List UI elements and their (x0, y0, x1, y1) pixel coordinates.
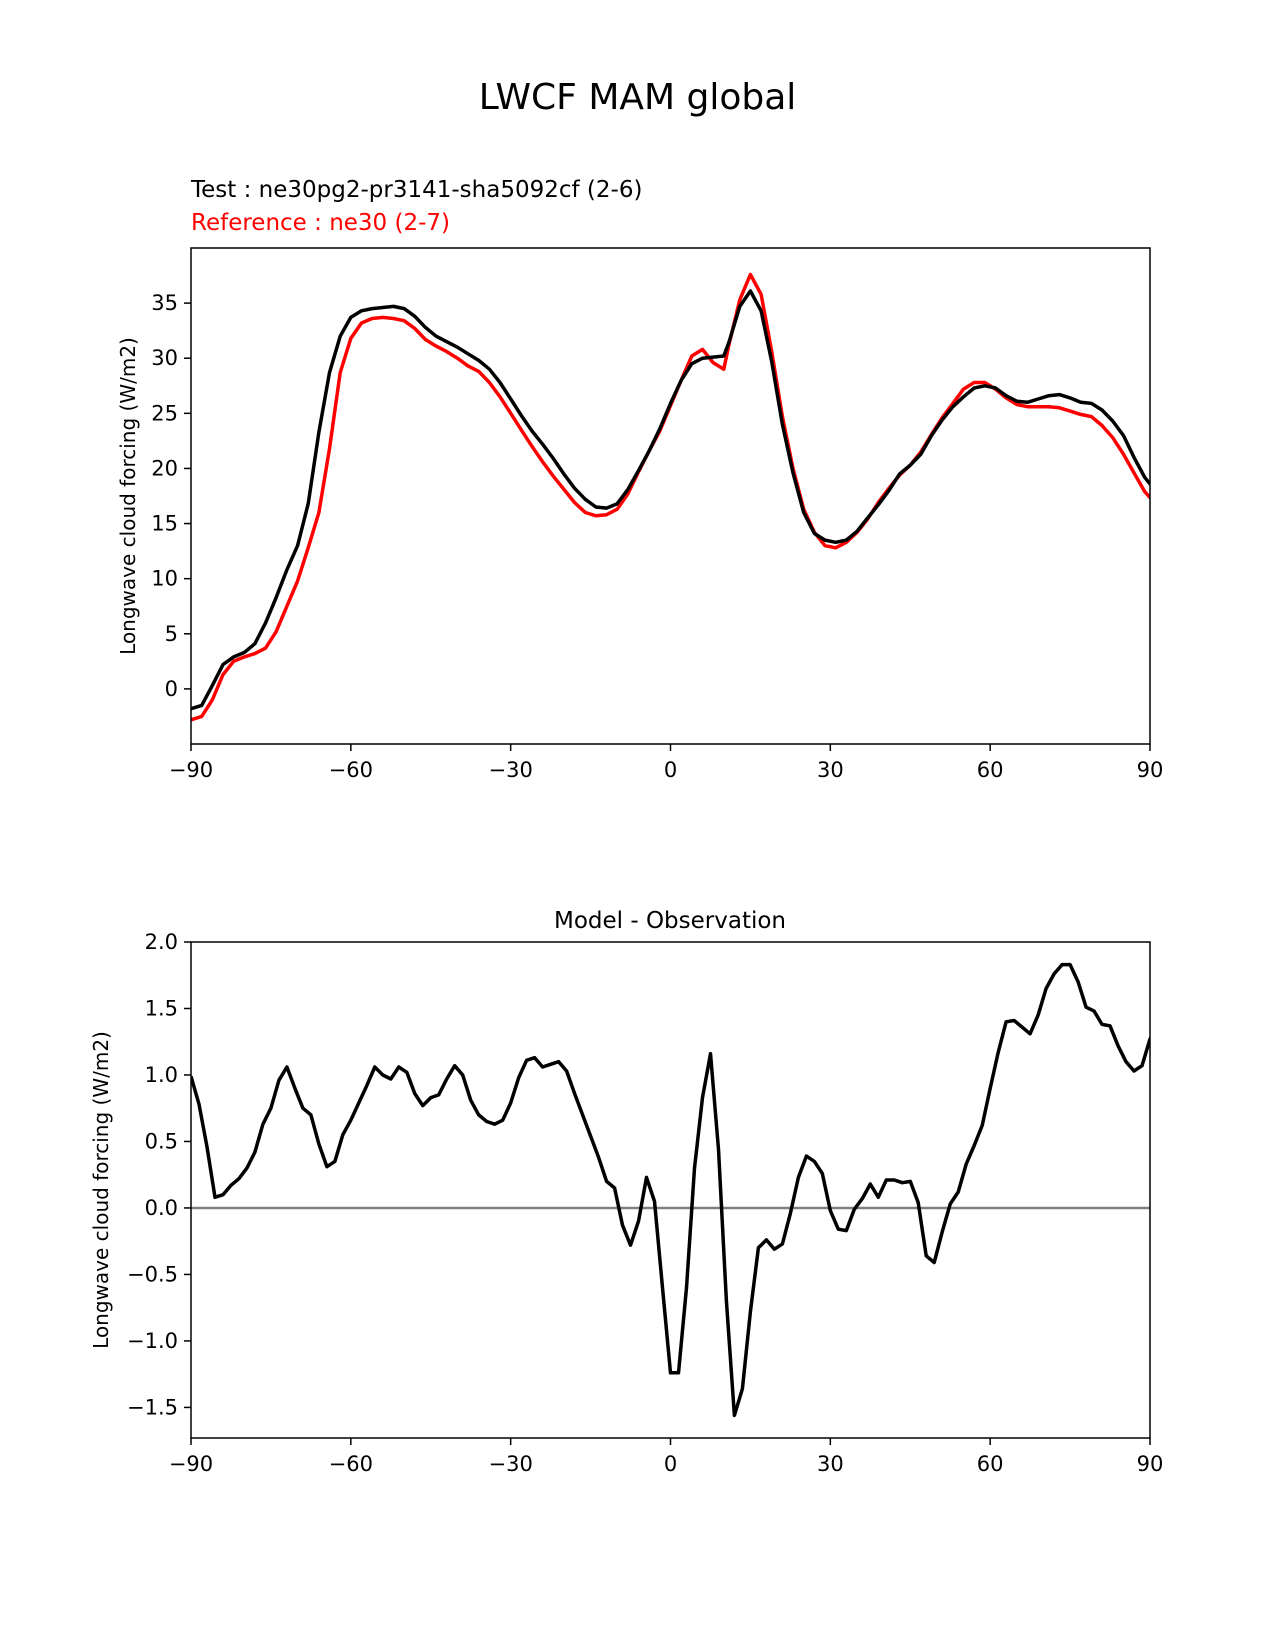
top-y-tick-label: 5 (165, 622, 178, 646)
top-x-axis: −90 −60 −30 0 30 60 90 (169, 744, 1164, 782)
top-series-test-line (191, 289, 1150, 711)
top-x-tick-label: 60 (977, 758, 1004, 782)
bot-y-tick-label: 1.0 (145, 1063, 178, 1087)
top-series-reference-line (191, 272, 1150, 722)
bottom-chart: Model - Observation −90 −60 −30 0 30 60 90 −1.… (89, 908, 1164, 1476)
top-y-axis-label: Longwave cloud forcing (W/m2) (116, 337, 140, 655)
bot-y-tick-label: 1.5 (145, 996, 178, 1020)
top-y-tick-label: 25 (151, 401, 178, 425)
test-label: Test : ne30pg2-pr3141-sha5092cf (2-6) (190, 177, 642, 203)
top-y-tick-label: 30 (151, 346, 178, 370)
top-x-tick-label: 0 (664, 758, 677, 782)
bot-y-tick-label: 2.0 (145, 930, 178, 954)
top-plot-frame (190, 247, 1151, 745)
bottom-series-group (191, 962, 1150, 1418)
bot-y-tick-label: −0.5 (127, 1262, 178, 1286)
top-x-tick-label: 90 (1137, 758, 1164, 782)
bot-series-difference-line (191, 962, 1150, 1418)
bot-x-tick-label: −90 (169, 1452, 213, 1476)
bot-x-tick-label: −30 (489, 1452, 533, 1476)
bottom-x-axis: −90 −60 −30 0 30 60 90 (169, 1438, 1164, 1476)
bottom-y-axis: −1.5 −1.0 −0.5 0.0 0.5 1.0 1.5 2.0 (127, 930, 191, 1419)
bot-y-tick-label: 0.0 (145, 1196, 178, 1220)
top-y-tick-label: 0 (165, 677, 178, 701)
bot-x-tick-label: −60 (329, 1452, 373, 1476)
top-y-tick-label: 20 (151, 456, 178, 480)
top-y-tick-label: 15 (151, 512, 178, 536)
top-y-tick-label: 35 (151, 291, 178, 315)
bot-y-tick-label: −1.0 (127, 1329, 178, 1353)
bot-x-tick-label: 30 (817, 1452, 844, 1476)
bottom-chart-title: Model - Observation (554, 908, 786, 934)
top-x-tick-label: −90 (169, 758, 213, 782)
bot-x-tick-label: 60 (977, 1452, 1004, 1476)
bot-y-tick-label: 0.5 (145, 1129, 178, 1153)
bot-x-tick-label: 0 (664, 1452, 677, 1476)
top-chart: Test : ne30pg2-pr3141-sha5092cf (2-6) Re… (116, 177, 1164, 782)
top-y-tick-label: 10 (151, 567, 178, 591)
top-x-tick-label: −30 (489, 758, 533, 782)
top-y-axis: 0 5 10 15 20 25 30 35 (151, 291, 191, 701)
top-series-group (191, 272, 1150, 722)
bottom-y-axis-label: Longwave cloud forcing (W/m2) (89, 1031, 113, 1349)
bot-y-tick-label: −1.5 (127, 1395, 178, 1419)
reference-label: Reference : ne30 (2-7) (191, 210, 450, 236)
top-x-tick-label: −60 (329, 758, 373, 782)
top-x-tick-label: 30 (817, 758, 844, 782)
figure-title: LWCF MAM global (479, 77, 797, 118)
bot-x-tick-label: 90 (1137, 1452, 1164, 1476)
